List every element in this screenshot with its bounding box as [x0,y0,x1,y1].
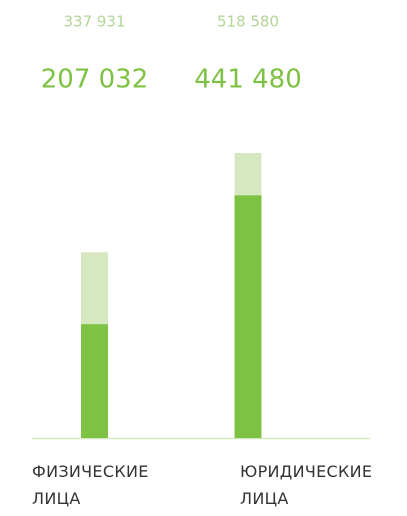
value-label: 518 580 [217,13,279,31]
category-label: ФИЗИЧЕСКИЕ ЛИЦА [32,462,149,508]
bar [234,195,262,438]
value-label: 337 931 [63,13,125,31]
bar [81,324,108,438]
value-label: 441 480 [194,65,302,95]
category-label: ЮРИДИЧЕСКИЕ ЛИЦА [240,462,373,508]
value-label: 207 032 [41,65,149,95]
